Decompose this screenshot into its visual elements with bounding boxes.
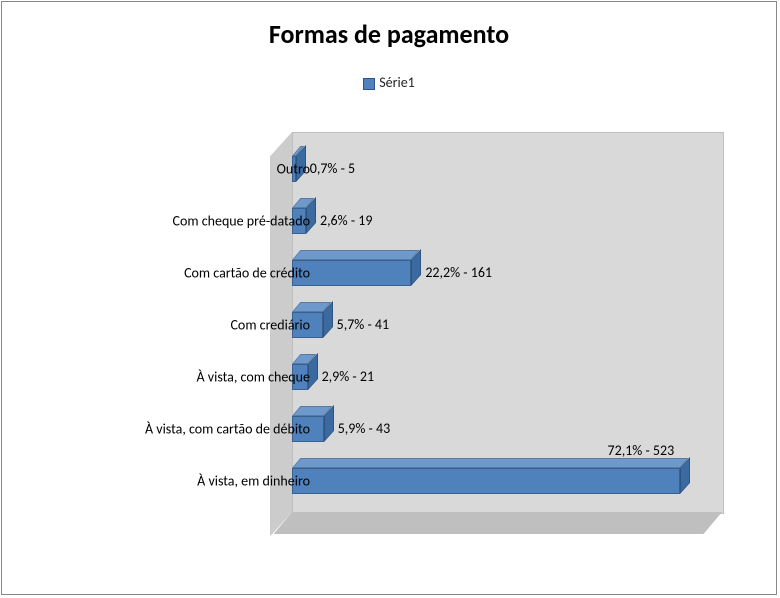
category-label: À vista, em dinheiro	[197, 473, 310, 490]
bar-row: 2,6% - 19	[292, 198, 742, 238]
category-label: Com cheque pré-datado	[173, 213, 310, 230]
bar-row: 22,2% - 161	[292, 250, 742, 290]
category-label: Com crediário	[230, 317, 310, 334]
legend-label: Série1	[379, 74, 415, 91]
category-label: À vista, com cheque	[197, 369, 310, 386]
category-label: Outro	[277, 161, 310, 178]
bar-value-label: 0,7% - 5	[310, 160, 355, 177]
bar-top-face	[292, 250, 420, 260]
bar-row: 5,7% - 41	[292, 302, 742, 342]
bar-row: 2,9% - 21	[292, 354, 742, 394]
bar-row: 72,1% - 523	[292, 458, 742, 498]
bar-value-label: 72,1% - 523	[608, 442, 675, 459]
bar-value-label: 5,9% - 43	[338, 420, 391, 437]
bar-row: 0,7% - 5	[292, 146, 742, 186]
legend: Série1	[2, 74, 776, 91]
bar-row: 5,9% - 43	[292, 406, 742, 446]
bar-value-label: 2,6% - 19	[320, 212, 373, 229]
category-label: Com cartão de crédito	[184, 265, 310, 282]
category-label: À vista, com cartão de débito	[145, 421, 310, 438]
floor	[274, 512, 722, 534]
chart-title: Formas de pagamento	[2, 18, 776, 50]
bar-front-face	[292, 468, 680, 494]
chart-frame: Formas de pagamento Série1 0,7% - 5 2,6% …	[1, 1, 777, 595]
plot-area: 0,7% - 5 2,6% - 19 22,2% - 161 5,7% - 41 2,9…	[292, 132, 742, 532]
bar-value-label: 2,9% - 21	[322, 368, 375, 385]
bar-top-face	[292, 458, 688, 468]
legend-swatch	[363, 78, 375, 90]
bar-value-label: 5,7% - 41	[337, 316, 390, 333]
bar-value-label: 22,2% - 161	[425, 264, 492, 281]
